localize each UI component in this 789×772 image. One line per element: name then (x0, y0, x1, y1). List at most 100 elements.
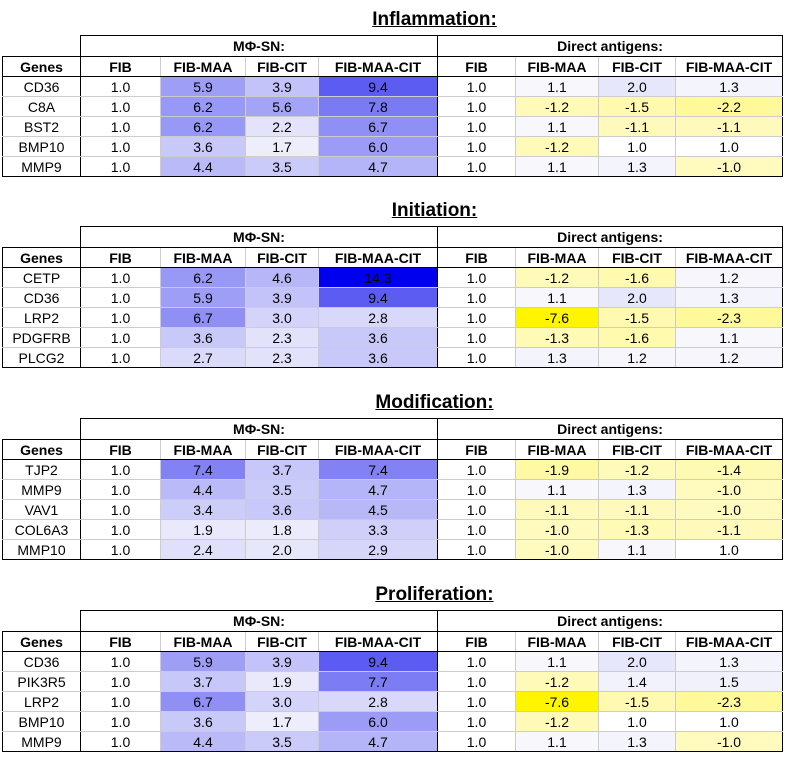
column-header: FIB-MAA-CIT (675, 247, 783, 268)
value-cell: 3.3 (318, 519, 438, 540)
value-cell: 2.7 (160, 347, 246, 368)
value-cell: -1.5 (598, 96, 676, 117)
gene-name: BST2 (2, 116, 81, 137)
value-cell: 9.4 (318, 287, 438, 308)
value-cell: 1.0 (437, 76, 516, 97)
table-row: MMP9 1.0 4.4 3.5 4.7 1.0 1.1 1.3 -1.0 (2, 479, 783, 500)
value-cell: 2.0 (245, 539, 319, 560)
value-cell: 1.5 (675, 671, 783, 692)
column-header: Genes (2, 631, 81, 652)
column-header: FIB-MAA (515, 631, 599, 652)
gene-name: MMP9 (2, 479, 81, 500)
value-cell: 3.7 (160, 671, 246, 692)
blank-cell (3, 611, 81, 632)
column-header: FIB (80, 439, 161, 460)
value-cell: 1.0 (598, 711, 676, 732)
value-cell: 1.0 (80, 691, 161, 712)
gene-name: MMP9 (2, 156, 81, 177)
column-header: FIB-MAA-CIT (318, 631, 438, 652)
value-cell: 1.1 (515, 156, 599, 177)
value-cell: 2.0 (598, 76, 676, 97)
value-cell: 1.0 (80, 347, 161, 368)
expression-table: MΦ-SN: Direct antigens: Genes FIB FIB-MAA FI… (2, 226, 783, 368)
value-cell: 1.3 (515, 347, 599, 368)
table-row: PIK3R5 1.0 3.7 1.9 7.7 1.0 -1.2 1.4 1.5 (2, 671, 783, 692)
value-cell: 4.7 (318, 479, 438, 500)
value-cell: 1.9 (160, 519, 246, 540)
column-header: FIB-MAA (515, 247, 599, 268)
gene-name: CD36 (2, 651, 81, 672)
value-cell: 1.0 (437, 156, 516, 177)
column-header: FIB (437, 56, 516, 77)
value-cell: 6.2 (160, 116, 246, 137)
column-header: FIB-CIT (598, 56, 676, 77)
section-title: Inflammation: (372, 9, 497, 30)
value-cell: 3.0 (245, 307, 319, 328)
value-cell: 1.0 (80, 287, 161, 308)
column-header: FIB (80, 631, 161, 652)
value-cell: 1.1 (515, 287, 599, 308)
value-cell: 1.3 (598, 731, 676, 752)
value-cell: -1.0 (675, 731, 783, 752)
value-cell: 1.0 (437, 731, 516, 752)
section-proliferation: Proliferation: MΦ-SN: Direct antigens: Ge… (0, 580, 789, 752)
value-cell: 1.0 (80, 499, 161, 520)
value-cell: 1.3 (598, 156, 676, 177)
value-cell: 1.0 (437, 327, 516, 348)
value-cell: 5.9 (160, 651, 246, 672)
table-row: COL6A3 1.0 1.9 1.8 3.3 1.0 -1.0 -1.3 -1.1 (2, 519, 783, 540)
gene-name: CD36 (2, 287, 81, 308)
value-cell: 4.5 (318, 499, 438, 520)
value-cell: 1.1 (675, 327, 783, 348)
value-cell: 3.6 (318, 327, 438, 348)
value-cell: 1.0 (675, 539, 783, 560)
value-cell: 1.0 (80, 731, 161, 752)
column-header: FIB-MAA (160, 631, 246, 652)
value-cell: 1.1 (598, 539, 676, 560)
table-row: MMP10 1.0 2.4 2.0 2.9 1.0 -1.0 1.1 1.0 (2, 539, 783, 560)
value-cell: 1.0 (80, 479, 161, 500)
value-cell: 7.4 (318, 459, 438, 480)
table-row: PDGFRB 1.0 3.6 2.3 3.6 1.0 -1.3 -1.6 1.1 (2, 327, 783, 348)
table-row: PLCG2 1.0 2.7 2.3 3.6 1.0 1.3 1.2 1.2 (2, 347, 783, 368)
value-cell: 9.4 (318, 76, 438, 97)
group-header-msn: MΦ-SN: (80, 610, 438, 632)
value-cell: -1.5 (598, 691, 676, 712)
value-cell: 4.4 (160, 479, 246, 500)
value-cell: -1.6 (598, 267, 676, 288)
group-header-direct-antigens: Direct antigens: (437, 226, 783, 248)
value-cell: 3.6 (160, 711, 246, 732)
value-cell: 1.0 (437, 499, 516, 520)
value-cell: 1.0 (437, 267, 516, 288)
value-cell: 1.3 (675, 76, 783, 97)
gene-name: MMP9 (2, 731, 81, 752)
table-row: BST2 1.0 6.2 2.2 6.7 1.0 1.1 -1.1 -1.1 (2, 116, 783, 137)
value-cell: 1.0 (80, 136, 161, 157)
value-cell: 1.0 (437, 136, 516, 157)
column-header: FIB-MAA (160, 247, 246, 268)
column-header: FIB (80, 247, 161, 268)
gene-name: VAV1 (2, 499, 81, 520)
value-cell: 1.0 (80, 96, 161, 117)
value-cell: -1.1 (515, 499, 599, 520)
value-cell: -7.6 (515, 691, 599, 712)
value-cell: 3.6 (160, 136, 246, 157)
table-row: TJP2 1.0 7.4 3.7 7.4 1.0 -1.9 -1.2 -1.4 (2, 459, 783, 480)
column-header: FIB-MAA-CIT (318, 439, 438, 460)
value-cell: 6.7 (160, 691, 246, 712)
column-header: Genes (2, 56, 81, 77)
value-cell: -1.9 (515, 459, 599, 480)
value-cell: 1.3 (598, 479, 676, 500)
value-cell: 1.0 (80, 711, 161, 732)
section-initiation: Initiation: MΦ-SN: Direct antigens: Genes… (0, 196, 789, 368)
table-row: CD36 1.0 5.9 3.9 9.4 1.0 1.1 2.0 1.3 (2, 651, 783, 672)
value-cell: -1.1 (675, 116, 783, 137)
value-cell: -1.1 (598, 116, 676, 137)
column-header: FIB-MAA (160, 56, 246, 77)
expression-table: MΦ-SN: Direct antigens: Genes FIB FIB-MAA FI… (2, 35, 783, 177)
gene-name: CETP (2, 267, 81, 288)
value-cell: 1.0 (437, 116, 516, 137)
value-cell: 1.0 (80, 519, 161, 540)
table-row: LRP2 1.0 6.7 3.0 2.8 1.0 -7.6 -1.5 -2.3 (2, 307, 783, 328)
value-cell: 2.3 (245, 347, 319, 368)
